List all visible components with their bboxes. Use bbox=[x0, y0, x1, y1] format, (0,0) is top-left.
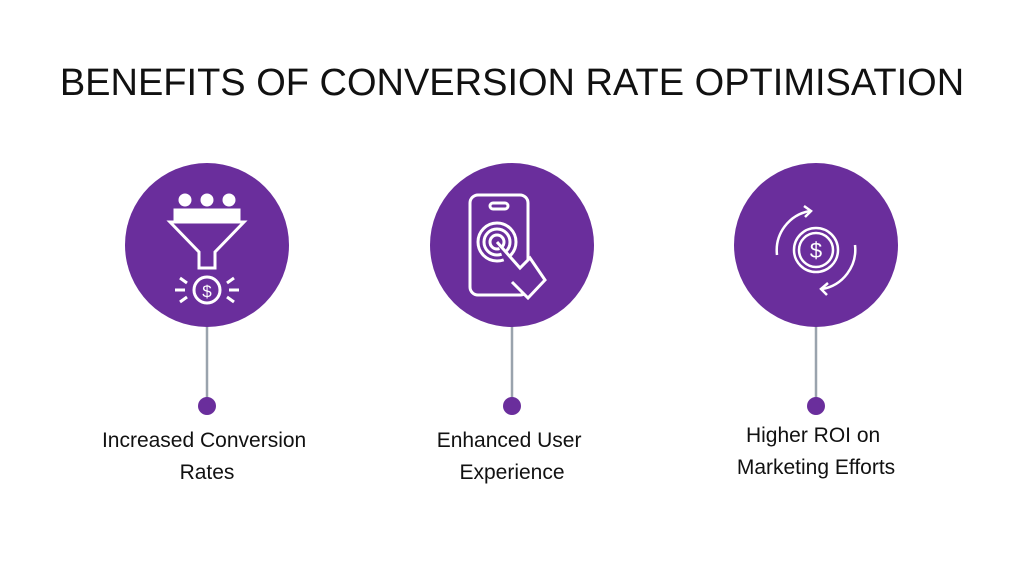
item-label: Increased Conversion Rates bbox=[102, 429, 312, 484]
icon-circle bbox=[125, 163, 289, 327]
item-1: $ Increased Conversion Rates bbox=[102, 163, 312, 484]
funnel-icon: $ bbox=[166, 193, 248, 305]
icon-circle bbox=[430, 163, 594, 327]
dot bbox=[503, 397, 521, 415]
icon-circle bbox=[734, 163, 898, 327]
item-2: Enhanced User Experience bbox=[430, 163, 594, 484]
item-label: Higher ROI on Marketing Efforts bbox=[737, 424, 895, 479]
roi-icon: $ bbox=[775, 204, 857, 296]
title: BENEFITS OF CONVERSION RATE OPTIMISATION bbox=[60, 62, 964, 104]
dot bbox=[807, 397, 825, 415]
touch-icon bbox=[468, 193, 547, 301]
svg-text:$: $ bbox=[202, 282, 212, 301]
item-3: $ Higher ROI on Marketing Efforts bbox=[734, 163, 898, 479]
item-label: Enhanced User Experience bbox=[437, 429, 588, 484]
dot bbox=[198, 397, 216, 415]
svg-text:$: $ bbox=[810, 238, 822, 263]
